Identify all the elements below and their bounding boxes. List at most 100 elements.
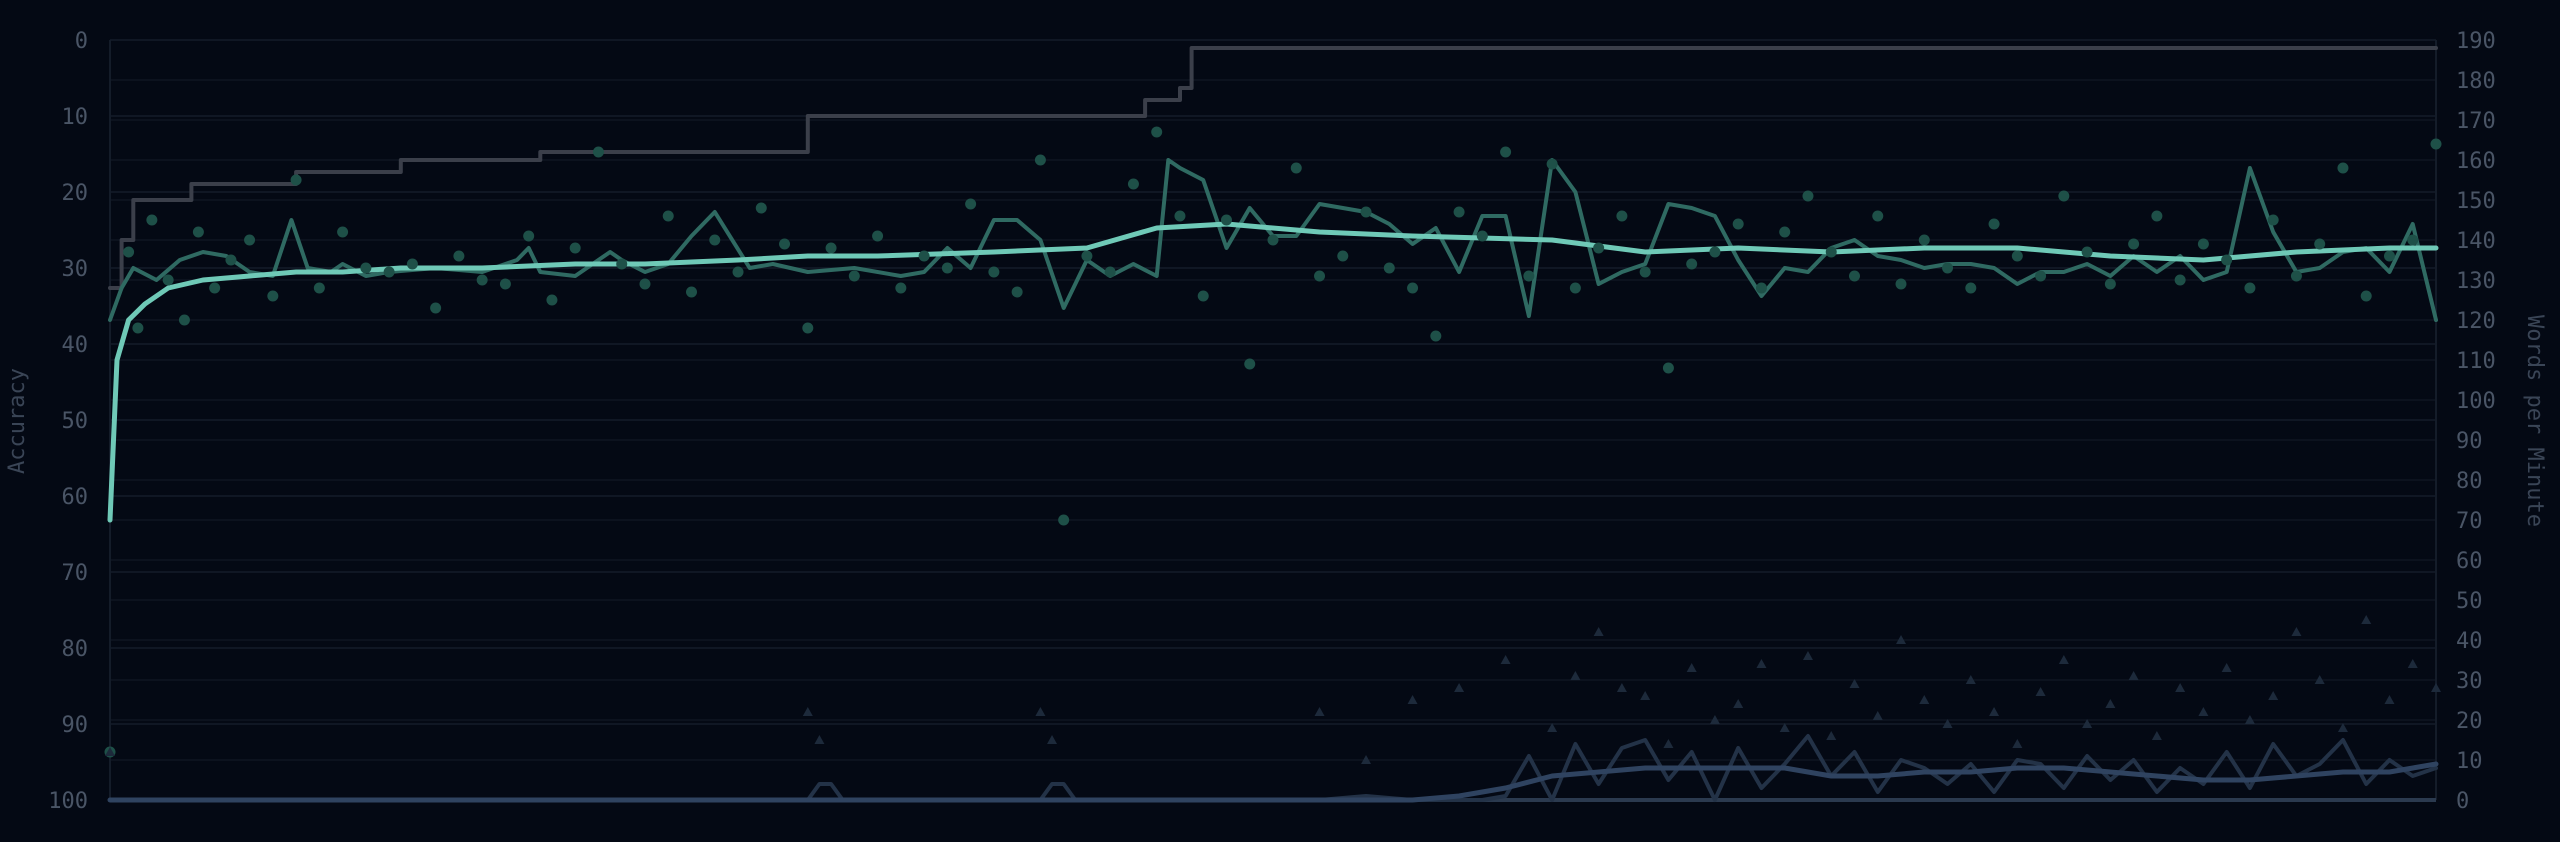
- wpm-point: [639, 278, 651, 290]
- wpm-point: [1174, 210, 1186, 222]
- wpm-point: [1220, 214, 1232, 226]
- wpm-point: [1081, 250, 1093, 262]
- y-tick-label: 30: [62, 257, 89, 282]
- y2-tick-label: 180: [2456, 69, 2496, 94]
- y-tick-label: 20: [62, 181, 89, 206]
- wpm-point: [918, 250, 930, 262]
- error-point: [1942, 719, 1953, 728]
- y2-tick-label: 110: [2456, 349, 2496, 374]
- wpm-point: [499, 278, 511, 290]
- ticks-layer: 0 10 20 30 40 50 60 70 80 90 100 0 10 20 30 40 50 60 70 80 9…: [48, 29, 2496, 814]
- y2-tick-label: 40: [2456, 629, 2483, 654]
- error-point: [802, 707, 813, 716]
- wpm-point: [848, 270, 860, 282]
- error-point: [2337, 723, 2348, 732]
- wpm-point: [2314, 238, 2326, 250]
- wpm-point: [476, 274, 488, 286]
- wpm-point: [1383, 262, 1395, 274]
- error-point: [2151, 731, 2162, 740]
- wpm-point: [1569, 282, 1581, 294]
- y2-tick-label: 160: [2456, 149, 2496, 174]
- wpm-point: [1453, 206, 1465, 218]
- wpm-point: [825, 242, 837, 254]
- error-point: [1047, 735, 1058, 744]
- error-point: [1500, 655, 1511, 664]
- y-tick-label: 70: [62, 561, 89, 586]
- error-point: [1547, 723, 1558, 732]
- y2-tick-label: 190: [2456, 29, 2496, 54]
- wpm-point: [1942, 262, 1954, 274]
- error-point: [2361, 615, 2372, 624]
- wpm-point: [1407, 282, 1419, 294]
- error-point: [2128, 671, 2139, 680]
- wpm-point: [569, 242, 581, 254]
- y2-tick-label: 60: [2456, 549, 2483, 574]
- wpm-point: [1314, 270, 1326, 282]
- error-point: [2314, 675, 2325, 684]
- wpm-point: [1058, 514, 1070, 526]
- error-point: [1802, 651, 1813, 660]
- wpm-point: [1151, 126, 1163, 138]
- y-tick-label: 10: [62, 105, 89, 130]
- error-point: [2244, 715, 2255, 724]
- wpm-point: [2081, 246, 2093, 258]
- y2-axis-title: Words per Minute: [2522, 315, 2547, 527]
- wpm-point: [2011, 250, 2023, 262]
- wpm-point: [546, 294, 558, 306]
- y-axis-title: Accuracy: [5, 368, 30, 474]
- wpm-point: [1476, 230, 1488, 242]
- error-point: [1779, 723, 1790, 732]
- wpm-point: [988, 266, 1000, 278]
- y-tick-label: 60: [62, 485, 89, 510]
- wpm-point: [290, 174, 302, 186]
- wpm-point: [162, 274, 174, 286]
- wpm-point: [2035, 270, 2047, 282]
- wpm-point: [1802, 190, 1814, 202]
- error-point: [1849, 679, 1860, 688]
- wpm-point: [662, 210, 674, 222]
- wpm-point: [1965, 282, 1977, 294]
- wpm-point: [872, 230, 884, 242]
- wpm-point: [1267, 234, 1279, 246]
- error-point: [2407, 659, 2418, 668]
- error-point: [1593, 627, 1604, 636]
- error-point: [1919, 695, 1930, 704]
- error-point: [2268, 691, 2279, 700]
- wpm-point: [1290, 162, 1302, 174]
- wpm-point: [1779, 226, 1791, 238]
- wpm-point: [146, 214, 158, 226]
- error-average-line: [107, 761, 2439, 803]
- wpm-point: [2244, 282, 2256, 294]
- error-point: [1361, 755, 1372, 764]
- error-point: [1965, 675, 1976, 684]
- error-point: [2384, 695, 2395, 704]
- error-point: [1640, 691, 1651, 700]
- error-point: [2221, 663, 2232, 672]
- wpm-point: [592, 146, 604, 158]
- wpm-point: [1034, 154, 1046, 166]
- y2-tick-label: 20: [2456, 709, 2483, 734]
- wpm-point: [1616, 210, 1628, 222]
- wpm-point: [192, 226, 204, 238]
- error-point: [1756, 659, 1767, 668]
- y-tick-label: 100: [48, 789, 88, 814]
- wpm-point: [1500, 146, 1512, 158]
- wpm-point: [1197, 290, 1209, 302]
- wpm-point: [453, 250, 465, 262]
- y2-tick-label: 140: [2456, 229, 2496, 254]
- y2-tick-label: 130: [2456, 269, 2496, 294]
- error-point: [2175, 683, 2186, 692]
- wpm-point: [2058, 190, 2070, 202]
- y2-tick-label: 70: [2456, 509, 2483, 534]
- wpm-point: [132, 322, 144, 334]
- wpm-point: [2430, 138, 2442, 150]
- wpm-point: [2128, 238, 2140, 250]
- wpm-point: [2197, 238, 2209, 250]
- y-tick-label: 50: [62, 409, 89, 434]
- wpm-point: [2360, 290, 2372, 302]
- wpm-average-line: [107, 221, 2439, 523]
- error-point: [1035, 707, 1046, 716]
- y-tick-label: 80: [62, 637, 89, 662]
- wpm-point: [337, 226, 349, 238]
- wpm-point: [430, 302, 442, 314]
